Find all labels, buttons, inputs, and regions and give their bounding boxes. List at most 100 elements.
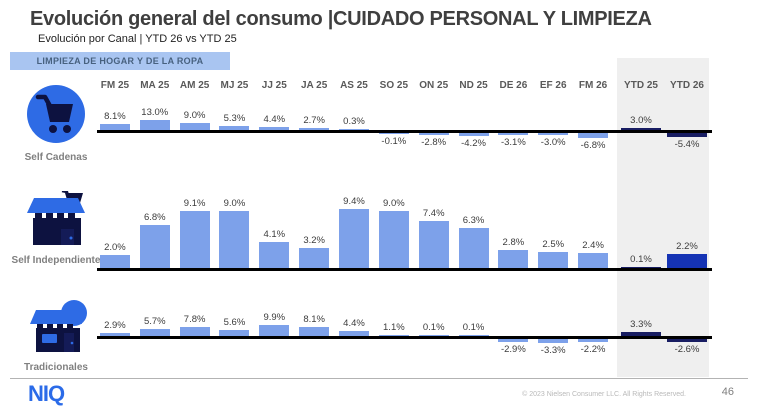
bar-value-label: 7.4% xyxy=(422,208,445,220)
bar-value-label: 8.1% xyxy=(104,110,126,122)
bar-value-label: -2.6% xyxy=(674,343,700,355)
axis-line-self-cadenas xyxy=(97,130,712,133)
bar xyxy=(458,228,489,268)
column-header: SO 25 xyxy=(379,80,409,91)
channel-tradicionales: Tradicionales xyxy=(14,298,98,373)
column-header: ND 25 xyxy=(459,80,488,91)
channel-self-independiente: Self Independiente xyxy=(10,189,102,266)
bar-value-label: 9.0% xyxy=(183,109,206,121)
bar-value-label: -3.0% xyxy=(540,137,566,149)
bar-value-label: 0.3% xyxy=(343,116,365,127)
bar xyxy=(299,247,330,268)
bar xyxy=(538,252,569,268)
channel-label: Tradicionales xyxy=(24,362,88,373)
bar-value-label: 2.9% xyxy=(104,319,126,331)
bar xyxy=(139,225,170,268)
column-header: MJ 25 xyxy=(220,80,249,91)
bar xyxy=(418,133,449,136)
bar xyxy=(418,221,449,268)
bar-value-label: 9.1% xyxy=(183,197,206,209)
bar-value-label: 9.9% xyxy=(263,311,286,323)
bar xyxy=(578,252,609,268)
bar xyxy=(538,133,569,136)
bar-value-label: 5.7% xyxy=(143,316,166,328)
bar-value-label: 3.2% xyxy=(303,234,325,246)
bar-value-label: 9.0% xyxy=(383,198,405,210)
bar-value-label: 2.4% xyxy=(582,239,604,251)
column-header: MA 25 xyxy=(140,80,170,91)
page-number: 46 xyxy=(721,386,734,398)
bar xyxy=(378,211,409,268)
column-header: ON 25 xyxy=(419,80,449,91)
ytd-highlight-band xyxy=(617,58,709,377)
column-header: EF 26 xyxy=(539,80,567,91)
bar-value-label: 5.6% xyxy=(223,316,246,328)
axis-line-self-independiente xyxy=(97,268,712,271)
bar xyxy=(378,133,409,134)
channel-label: Self Cadenas xyxy=(24,152,88,163)
column-header: AS 25 xyxy=(340,80,368,91)
bar xyxy=(458,335,489,336)
bar xyxy=(259,324,290,336)
bar xyxy=(339,208,369,268)
bar-value-label: -3.3% xyxy=(540,344,566,356)
bar-value-label: -6.8% xyxy=(580,140,606,152)
bar xyxy=(219,329,250,336)
bar-value-label: -5.4% xyxy=(674,139,700,151)
bar xyxy=(259,242,290,268)
bar xyxy=(339,330,369,336)
bar xyxy=(621,332,661,336)
independent-store-icon xyxy=(23,189,89,251)
bar xyxy=(621,127,661,130)
bar xyxy=(667,254,707,268)
bar-value-label: -3.1% xyxy=(500,137,526,149)
bar xyxy=(339,129,369,130)
bar-value-label: 4.4% xyxy=(263,113,286,125)
bar xyxy=(299,127,330,130)
bar-value-label: 3.3% xyxy=(630,319,652,331)
bar xyxy=(578,339,609,342)
bar xyxy=(99,332,130,336)
column-header: JJ 25 xyxy=(261,80,287,91)
channel-label: Self Independiente xyxy=(11,255,101,266)
bar xyxy=(99,255,130,268)
bar-value-label: 8.1% xyxy=(303,313,325,325)
bar xyxy=(498,250,529,268)
bar-value-label: -2.8% xyxy=(421,137,447,149)
bar xyxy=(378,334,409,336)
bar-value-label: 0.1% xyxy=(630,254,652,265)
bar xyxy=(498,133,529,136)
bar-value-label: 2.0% xyxy=(104,242,126,254)
bar-value-label: 0.1% xyxy=(422,322,445,333)
bar-value-label: 4.4% xyxy=(343,317,365,329)
bar-value-label: 2.5% xyxy=(542,239,565,251)
footer-divider xyxy=(10,378,748,379)
column-header: FM 26 xyxy=(578,80,608,91)
bar xyxy=(299,326,330,336)
bar-value-label: 6.8% xyxy=(143,212,166,224)
page-subtitle: Evolución por Canal | YTD 26 vs YTD 25 xyxy=(38,33,237,45)
bar xyxy=(179,327,210,336)
column-header: FM 25 xyxy=(100,80,130,91)
bar-value-label: 2.2% xyxy=(676,241,698,253)
copyright-text: © 2023 Nielsen Consumer LLC. All Rights … xyxy=(522,391,686,398)
bar-value-label: -2.2% xyxy=(580,343,606,355)
bar xyxy=(418,335,449,336)
bar-value-label: 7.8% xyxy=(183,314,206,326)
bar xyxy=(621,267,661,268)
column-header: AM 25 xyxy=(179,80,210,91)
axis-line-tradicionales xyxy=(97,336,712,339)
page-title: Evolución general del consumo |CUIDADO P… xyxy=(30,8,652,30)
bar xyxy=(538,339,569,343)
bar-value-label: -4.2% xyxy=(461,138,486,150)
bar-value-label: -2.9% xyxy=(500,344,526,356)
bar xyxy=(179,122,210,130)
bar xyxy=(458,133,489,137)
bar-value-label: -0.1% xyxy=(381,136,407,147)
column-header: DE 26 xyxy=(499,80,528,91)
bar xyxy=(667,133,707,138)
bar-value-label: 3.0% xyxy=(630,114,652,126)
niq-logo: NIQ xyxy=(28,381,65,406)
